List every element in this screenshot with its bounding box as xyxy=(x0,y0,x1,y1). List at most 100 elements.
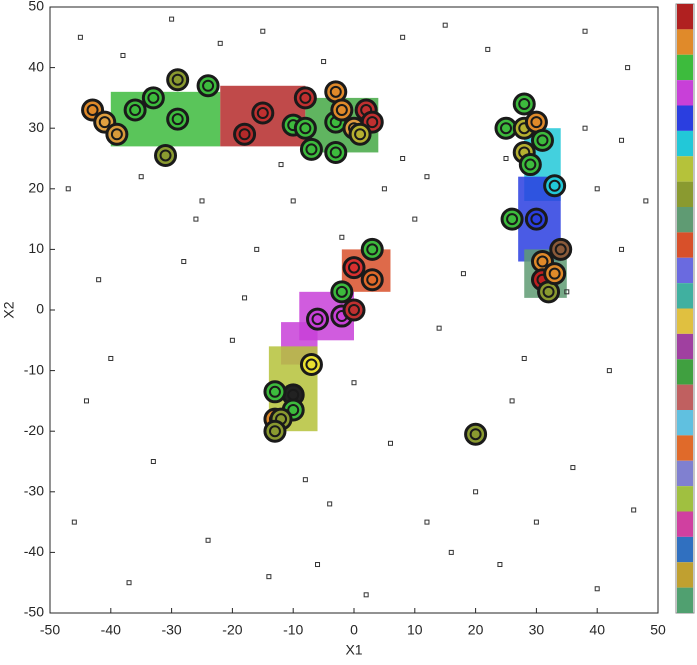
cluster-center xyxy=(543,174,567,198)
colorbar-stripe xyxy=(677,384,693,410)
x-tick-label: -50 xyxy=(40,622,60,638)
noise-point xyxy=(278,162,284,168)
center-core xyxy=(524,158,537,171)
colorbar-stripe xyxy=(677,359,693,385)
cluster-center xyxy=(524,207,548,231)
colorbar-stripe xyxy=(677,54,693,81)
center-core xyxy=(500,122,512,135)
center-core xyxy=(238,128,251,141)
noise-point xyxy=(199,198,205,204)
cluster-center xyxy=(141,86,165,110)
colorbar-stripe xyxy=(677,308,693,334)
cluster-center xyxy=(105,122,129,146)
noise-point xyxy=(521,355,527,361)
noise-point xyxy=(643,198,649,204)
noise-point xyxy=(448,549,454,555)
noise-point xyxy=(387,440,393,446)
noise-point xyxy=(564,289,570,295)
noise-point xyxy=(351,380,357,386)
x-tick-label: -20 xyxy=(222,622,242,638)
x-tick-label: -10 xyxy=(283,622,303,638)
noise-point xyxy=(594,586,600,592)
noise-point xyxy=(169,16,175,22)
cluster-center xyxy=(299,137,323,161)
colorbar-stripe xyxy=(677,156,693,182)
colorbar-stripe xyxy=(677,562,693,588)
noise-point xyxy=(503,156,509,161)
cluster-center xyxy=(306,307,330,331)
cluster-center xyxy=(342,298,366,322)
cluster-center xyxy=(330,280,354,304)
center-core xyxy=(335,285,348,298)
center-core xyxy=(366,116,379,129)
noise-point xyxy=(619,137,625,143)
noise-point xyxy=(266,574,272,580)
noise-point xyxy=(509,398,515,404)
center-core xyxy=(469,428,482,441)
center-core xyxy=(536,255,549,268)
x-tick-label: 0 xyxy=(350,622,358,638)
center-core xyxy=(256,107,269,120)
noise-point xyxy=(77,34,83,40)
center-core xyxy=(287,388,300,401)
x-tick-label: -40 xyxy=(101,622,121,638)
noise-point xyxy=(442,22,448,28)
noise-point xyxy=(108,355,114,361)
noise-point xyxy=(217,40,223,46)
center-core xyxy=(268,425,281,438)
noise-point xyxy=(321,59,327,65)
cluster-center xyxy=(233,122,257,146)
colorbar-stripe xyxy=(677,435,693,461)
x-tick-label: 20 xyxy=(468,622,484,638)
center-core xyxy=(335,104,348,117)
noise-point xyxy=(594,186,600,192)
cluster-center xyxy=(299,353,323,377)
noise-point xyxy=(181,259,187,265)
noise-point xyxy=(260,28,266,34)
center-core xyxy=(299,122,312,135)
cluster-center xyxy=(293,116,317,140)
center-core xyxy=(518,97,531,110)
cluster-center xyxy=(166,107,190,131)
colorbar-stripe xyxy=(677,29,693,55)
noise-point xyxy=(473,489,479,495)
y-tick-label: 10 xyxy=(28,240,44,256)
cluster-center xyxy=(512,92,536,116)
x-tick-label: -30 xyxy=(161,622,181,638)
noise-point xyxy=(254,246,260,252)
noise-point xyxy=(570,465,576,471)
colorbar-stripe xyxy=(677,410,693,436)
colorbar-stripe xyxy=(677,130,693,157)
noise-point xyxy=(290,198,296,204)
center-core xyxy=(287,403,300,416)
noise-point xyxy=(460,271,466,277)
center-core xyxy=(548,267,561,280)
noise-point xyxy=(533,519,539,525)
x-tick-label: 10 xyxy=(407,622,423,638)
noise-point xyxy=(205,537,211,543)
colorbar-stripe xyxy=(677,4,693,30)
noise-point xyxy=(436,325,442,331)
y-tick-label: 40 xyxy=(28,58,44,74)
noise-point xyxy=(242,295,248,301)
noise-point xyxy=(625,65,631,71)
colorbar-stripe xyxy=(677,232,693,258)
noise-point xyxy=(582,28,588,34)
noise-point xyxy=(65,186,71,192)
noise-point xyxy=(327,501,333,507)
cluster-center xyxy=(330,98,354,122)
noise-point xyxy=(126,580,132,586)
cluster-center xyxy=(154,143,178,167)
noise-point xyxy=(150,459,156,464)
colorbar-stripe xyxy=(677,80,693,106)
y-tick-label: -50 xyxy=(24,604,44,620)
center-core xyxy=(171,73,184,86)
x-axis-label: X1 xyxy=(345,642,362,658)
center-core xyxy=(366,273,379,286)
noise-point xyxy=(619,246,625,252)
colorbar-stripe xyxy=(677,333,693,360)
center-core xyxy=(548,179,561,192)
colorbar-stripe xyxy=(677,486,693,512)
colorbar-stripe xyxy=(677,207,693,233)
